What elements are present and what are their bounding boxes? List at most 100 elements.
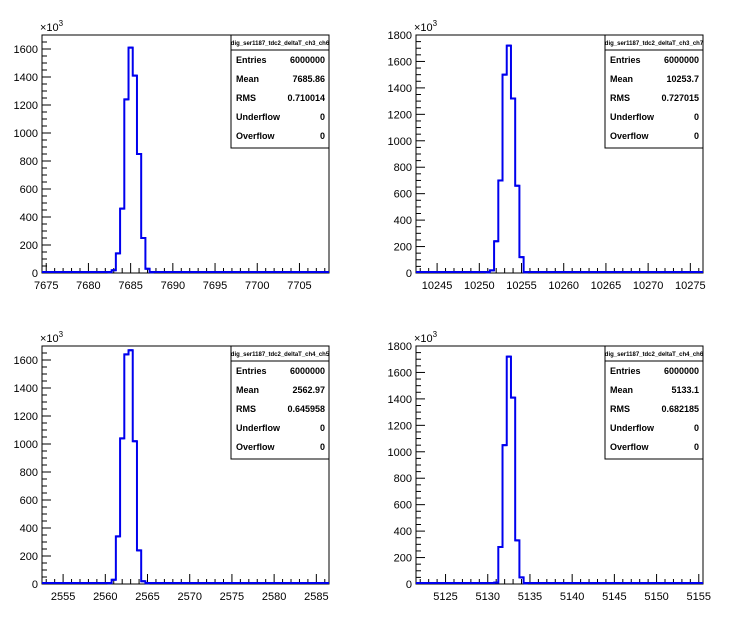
x-tick-label: 10275 xyxy=(675,280,706,292)
stats-label: Overflow xyxy=(610,442,650,452)
x-tick-label: 5135 xyxy=(518,591,542,603)
y-tick-label: 400 xyxy=(394,526,412,538)
x-tick-label: 7700 xyxy=(245,280,269,292)
stats-box: dig_ser1187_tdc2_deltaT_ch3_ch6 Entries 60… xyxy=(230,34,330,149)
y-tick-label: 600 xyxy=(20,184,38,196)
stats-value: 0.682185 xyxy=(661,404,699,414)
stats-value: 0.710014 xyxy=(287,93,325,103)
x-tick-label: 5125 xyxy=(433,591,457,603)
y-tick-label: 1200 xyxy=(14,411,38,423)
x-tick-label: 2555 xyxy=(51,591,75,603)
stats-label: Mean xyxy=(610,74,633,84)
y-tick-label: 600 xyxy=(394,189,412,201)
stats-value: 0 xyxy=(320,423,325,433)
x-tick-label: 10255 xyxy=(506,280,537,292)
stats-label: RMS xyxy=(236,93,256,103)
stats-label: Underflow xyxy=(610,423,655,433)
x-tick-label: 7695 xyxy=(203,280,227,292)
stats-label: Entries xyxy=(610,55,641,65)
y-tick-label: 1200 xyxy=(14,100,38,112)
y-tick-label: 200 xyxy=(394,242,412,254)
stats-label: RMS xyxy=(610,404,630,414)
x-tick-label: 7705 xyxy=(287,280,311,292)
x-tick-label: 2575 xyxy=(220,591,244,603)
y-tick-label: 200 xyxy=(394,553,412,565)
stats-value: 5133.1 xyxy=(671,385,699,395)
stats-value: 6000000 xyxy=(290,55,325,65)
x-tick-label: 2570 xyxy=(177,591,201,603)
x-tick-label: 5140 xyxy=(560,591,584,603)
histogram-panel-4: 5125 5130 5135 5140 5145 5150 5155 0 200 400 600 80… xyxy=(388,330,712,603)
stats-title: dig_ser1187_tdc2_deltaT_ch3_ch7 xyxy=(605,41,704,47)
x-tick-label: 10260 xyxy=(548,280,579,292)
y-tick-label: 1600 xyxy=(388,367,412,379)
y-tick-label: 400 xyxy=(20,523,38,535)
stats-label: RMS xyxy=(236,404,256,414)
stats-value: 0 xyxy=(320,131,325,141)
stats-value: 2562.97 xyxy=(292,385,325,395)
stats-value: 0.727015 xyxy=(661,93,699,103)
y-tick-label: 200 xyxy=(20,551,38,563)
stats-box-frame xyxy=(230,345,330,460)
y-tick-label: 1400 xyxy=(14,383,38,395)
y-multiplier-label: ×103 xyxy=(414,330,438,345)
x-tick-label: 7675 xyxy=(34,280,58,292)
stats-value: 6000000 xyxy=(290,366,325,376)
stats-label: Overflow xyxy=(236,442,276,452)
y-tick-label: 0 xyxy=(406,579,412,591)
x-tick-label: 2560 xyxy=(93,591,117,603)
stats-label: Underflow xyxy=(236,112,281,122)
stats-value: 0 xyxy=(694,131,699,141)
stats-value: 6000000 xyxy=(664,55,699,65)
stats-label: Overflow xyxy=(236,131,276,141)
stats-box-frame xyxy=(230,34,330,149)
x-tick-label: 7680 xyxy=(76,280,100,292)
x-tick-label: 5150 xyxy=(644,591,668,603)
y-tick-label: 1400 xyxy=(14,72,38,84)
y-tick-label: 1600 xyxy=(14,44,38,56)
y-multiplier-label: ×103 xyxy=(40,330,64,345)
y-tick-label: 1200 xyxy=(388,109,412,121)
y-multiplier-label: ×103 xyxy=(40,19,64,34)
x-tick-label: 2565 xyxy=(135,591,159,603)
y-tick-label: 1000 xyxy=(14,439,38,451)
stats-box: dig_ser1187_tdc2_deltaT_ch4_ch5 Entries 60… xyxy=(230,345,330,460)
stats-label: Underflow xyxy=(236,423,281,433)
y-tick-label: 800 xyxy=(394,473,412,485)
stats-label: Entries xyxy=(610,366,641,376)
stats-label: Mean xyxy=(236,74,259,84)
stats-value: 0 xyxy=(694,442,699,452)
stats-label: Entries xyxy=(236,55,267,65)
stats-box: dig_ser1187_tdc2_deltaT_ch4_ch6 Entries 60… xyxy=(604,345,704,460)
y-tick-label: 1200 xyxy=(388,420,412,432)
stats-value: 10253.7 xyxy=(666,74,699,84)
x-tick-label: 5130 xyxy=(476,591,500,603)
stats-label: Overflow xyxy=(610,131,650,141)
y-tick-label: 1800 xyxy=(388,30,412,42)
y-tick-label: 400 xyxy=(20,212,38,224)
y-tick-label: 1400 xyxy=(388,83,412,95)
x-tick-label: 7690 xyxy=(161,280,185,292)
stats-label: RMS xyxy=(610,93,630,103)
x-tick-label: 7685 xyxy=(118,280,142,292)
y-tick-label: 0 xyxy=(32,268,38,280)
y-tick-label: 800 xyxy=(20,467,38,479)
x-tick-label: 10250 xyxy=(464,280,495,292)
y-tick-label: 600 xyxy=(20,495,38,507)
stats-label: Entries xyxy=(236,366,267,376)
stats-label: Mean xyxy=(236,385,259,395)
y-tick-label: 0 xyxy=(32,579,38,591)
y-multiplier-label: ×103 xyxy=(414,19,438,34)
histogram-panel-3: 2555 2560 2565 2570 2575 2580 2585 0 200 400 600 80… xyxy=(14,330,330,603)
stats-title: dig_ser1187_tdc2_deltaT_ch3_ch6 xyxy=(231,41,330,47)
y-tick-label: 1000 xyxy=(388,136,412,148)
y-tick-label: 0 xyxy=(406,268,412,280)
x-tick-label: 5145 xyxy=(602,591,626,603)
stats-label: Underflow xyxy=(610,112,655,122)
stats-value: 7685.86 xyxy=(292,74,325,84)
stats-title: dig_ser1187_tdc2_deltaT_ch4_ch6 xyxy=(605,352,704,358)
x-tick-label: 10245 xyxy=(422,280,453,292)
stats-value: 6000000 xyxy=(664,366,699,376)
y-tick-label: 800 xyxy=(20,156,38,168)
